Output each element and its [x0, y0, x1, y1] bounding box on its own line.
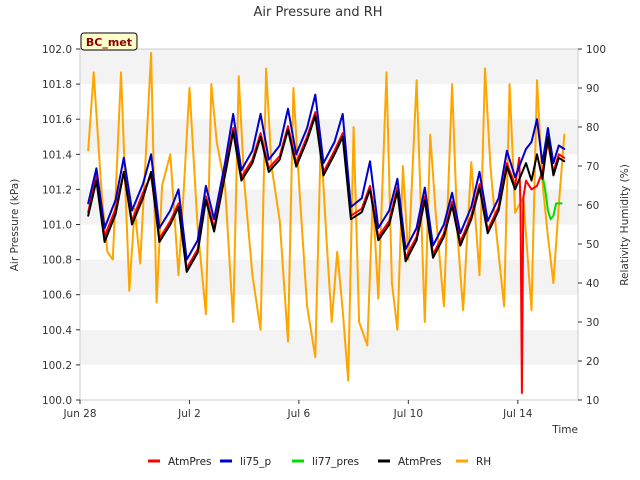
- grid-band: [80, 294, 578, 330]
- series-line-2: [541, 174, 563, 221]
- y-tick-label: 100.0: [42, 395, 72, 407]
- left-axis-ticks: 100.0 100.2 100.4 100.6 100.8 101.0 101.2 101.4…: [42, 44, 80, 407]
- grid-band: [80, 119, 578, 155]
- x-tick-label: Jul 14: [502, 408, 533, 420]
- y-tick-label: 101.0: [42, 220, 72, 232]
- grid-band: [80, 224, 578, 260]
- legend-label: li75_p: [240, 456, 271, 468]
- y-tick-label: 100.8: [42, 255, 72, 267]
- legend-label: RH: [476, 456, 491, 468]
- y2-tick-label: 20: [586, 356, 599, 368]
- x-axis-title: Time: [551, 424, 578, 436]
- y2-tick-label: 80: [586, 122, 599, 134]
- y-axis-title: Air Pressure (kPa): [9, 179, 21, 272]
- y2-tick-label: 90: [586, 83, 599, 95]
- y-tick-label: 101.4: [42, 149, 72, 161]
- y-tick-label: 100.2: [42, 360, 72, 372]
- right-axis-ticks: 10 20 30 40 50 60 70 80 90 100: [578, 44, 606, 407]
- series-line-3: [87, 114, 566, 273]
- y2-tick-label: 100: [586, 44, 606, 56]
- legend-label: AtmPres: [168, 456, 212, 468]
- y2-tick-label: 40: [586, 278, 599, 290]
- y2-tick-label: 60: [586, 200, 599, 212]
- grid-band: [80, 329, 578, 365]
- y2-tick-label: 10: [586, 395, 599, 407]
- x-tick-label: Jul 10: [393, 408, 423, 420]
- series-layer: [87, 51, 566, 394]
- y2-tick-label: 70: [586, 161, 599, 173]
- series-line-1: [87, 93, 566, 261]
- x-tick-label: Jul 6: [287, 408, 311, 420]
- chart-legend: AtmPres li75_p li77_pres AtmPres RH: [148, 456, 491, 468]
- legend-label: li77_pres: [312, 456, 359, 468]
- y-tick-label: 101.2: [42, 184, 72, 196]
- y2-tick-label: 30: [586, 317, 599, 329]
- y-tick-label: 101.6: [42, 114, 72, 126]
- legend-label: AtmPres: [398, 456, 442, 468]
- site-label-box: BC_met: [80, 32, 138, 51]
- y2-tick-label: 50: [586, 239, 599, 251]
- series-line-4: [87, 51, 566, 382]
- x-tick-label: Jul 2: [177, 408, 201, 420]
- y-tick-label: 100.4: [42, 325, 72, 337]
- x-tick-label: Jun 28: [62, 408, 96, 420]
- time-axis-ticks: Jun 28 Jul 2 Jul 6 Jul 10 Jul 14: [62, 400, 533, 420]
- grid-band: [80, 49, 578, 85]
- y-tick-label: 100.6: [42, 290, 72, 302]
- y2-axis-title: Relativity Humidity (%): [619, 164, 631, 286]
- chart-title: Air Pressure and RH: [253, 5, 382, 20]
- grid-band: [80, 84, 578, 120]
- y-tick-label: 101.8: [42, 79, 72, 91]
- series-line-0: [87, 111, 566, 394]
- site-label: BC_met: [86, 36, 132, 49]
- grid-band: [80, 364, 578, 400]
- y-tick-label: 102.0: [42, 44, 72, 56]
